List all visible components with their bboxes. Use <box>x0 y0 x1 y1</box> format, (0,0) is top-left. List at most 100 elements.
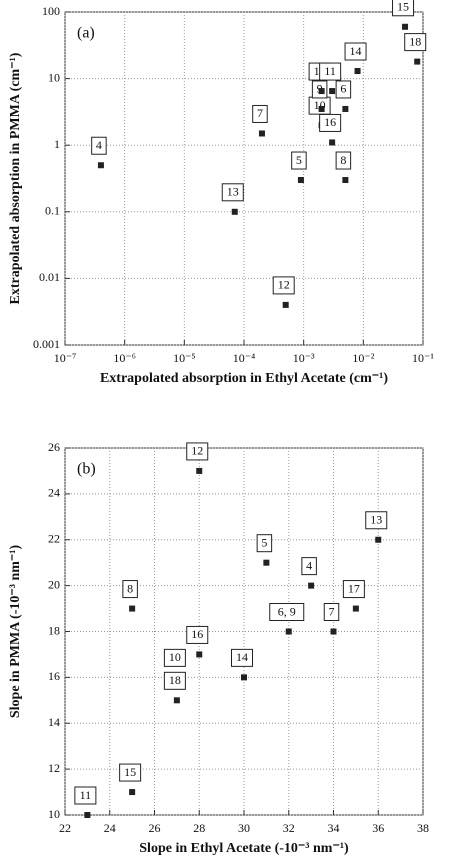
point <box>329 139 336 146</box>
point <box>97 162 104 169</box>
point-label-box <box>319 62 342 81</box>
point-label: 14 <box>350 44 362 58</box>
point-label-box <box>301 557 317 576</box>
point-label-box <box>392 0 415 17</box>
y-axis-title: Slope in PMMA (-10⁻³ nm⁻¹) <box>8 545 23 719</box>
point-label: 7 <box>329 604 335 618</box>
y-tick-label: 26 <box>48 440 60 454</box>
point-label: 6, 9 <box>278 604 296 618</box>
y-tick-label: 0.1 <box>45 204 60 218</box>
x-tick-label: 30 <box>238 821 250 835</box>
x-tick-label: 10⁻³ <box>293 351 315 365</box>
point-label-box <box>122 580 138 599</box>
point-label-box <box>404 33 427 52</box>
point <box>329 88 336 95</box>
point-label: 15 <box>397 0 409 14</box>
y-tick-label: 12 <box>48 761 60 775</box>
point-label-box <box>119 763 142 782</box>
point-label-box <box>163 671 186 690</box>
point-label-box <box>323 603 340 621</box>
point-label-box <box>91 136 107 155</box>
x-tick-label: 28 <box>193 821 205 835</box>
point <box>241 674 247 681</box>
y-tick-label: 22 <box>48 532 60 546</box>
plot-frame <box>64 11 424 346</box>
point-label: 10 <box>169 650 181 664</box>
point-label-box <box>269 603 305 621</box>
point <box>285 628 292 635</box>
point-label: 4 <box>306 558 312 572</box>
point-label: 5 <box>261 535 267 549</box>
x-tick-label: 26 <box>149 821 161 835</box>
x-tick-label: 36 <box>372 821 384 835</box>
point <box>282 301 289 308</box>
point-label-box <box>365 511 388 530</box>
x-axis-title: Slope in Ethyl Acetate (-10⁻³ nm⁻¹) <box>139 841 349 856</box>
point-label: 12 <box>191 444 203 458</box>
point-label: 15 <box>124 765 136 779</box>
point <box>173 697 180 704</box>
point <box>129 789 136 796</box>
point <box>402 23 409 30</box>
point-label: 13 <box>227 185 239 199</box>
point-label: 8 <box>340 153 346 167</box>
point-label: 16 <box>191 627 203 641</box>
x-tick-label: 32 <box>283 821 295 835</box>
point-label: 6 <box>340 82 346 96</box>
point-label-box <box>186 442 209 461</box>
point <box>196 467 203 474</box>
point <box>354 68 361 75</box>
x-tick-label: 10⁻⁵ <box>173 351 196 365</box>
point-label-box <box>335 80 352 99</box>
point <box>297 177 304 184</box>
point-label-box <box>221 183 244 202</box>
point <box>342 177 349 184</box>
point-label-box <box>344 42 367 61</box>
point-label-box <box>186 625 209 644</box>
point <box>375 536 382 543</box>
point <box>196 651 203 658</box>
point <box>414 58 421 65</box>
y-tick-label: 16 <box>48 669 60 683</box>
y-axis-title: Extrapolated absorption in PMMA (cm⁻¹) <box>8 52 23 304</box>
point-label: 11 <box>80 788 92 802</box>
point-label-box <box>74 786 97 805</box>
point <box>129 605 136 612</box>
point-label-box <box>342 580 365 599</box>
point-label-box <box>231 648 253 667</box>
point <box>308 582 315 589</box>
point <box>318 88 325 95</box>
point <box>231 208 238 215</box>
point <box>258 130 265 137</box>
y-tick-label: 20 <box>48 577 60 591</box>
y-tick-label: 18 <box>48 623 60 637</box>
x-tick-label: 10⁻⁴ <box>233 351 256 365</box>
x-axis-title: Extrapolated absorption in Ethyl Acetate… <box>100 371 388 386</box>
point-label: 17 <box>348 581 360 595</box>
point-label-box <box>319 113 342 132</box>
y-tick-label: 0.01 <box>39 270 60 284</box>
point-label: 11 <box>324 64 336 78</box>
point-label: 8 <box>127 581 133 595</box>
y-tick-label: 1 <box>54 137 60 151</box>
point-label-box <box>256 534 273 553</box>
y-tick-label: 100 <box>42 4 60 18</box>
point-label: 7 <box>257 106 263 120</box>
point-label-box <box>335 151 352 170</box>
annotation: (b) <box>77 461 96 478</box>
point-label-box <box>252 104 268 123</box>
y-tick-label: 0.001 <box>33 337 60 351</box>
point <box>263 559 270 566</box>
x-tick-label: 34 <box>328 821 340 835</box>
x-tick-label: 24 <box>104 821 116 835</box>
point-label-box <box>272 276 295 295</box>
x-tick-label: 22 <box>59 821 71 835</box>
point-label: 14 <box>236 650 248 664</box>
point-label: 13 <box>370 513 382 527</box>
point-label: 12 <box>278 278 290 292</box>
point <box>352 605 359 612</box>
x-tick-label: 10⁻¹ <box>412 351 434 365</box>
y-tick-label: 24 <box>48 486 60 500</box>
point-label: 4 <box>96 138 102 152</box>
